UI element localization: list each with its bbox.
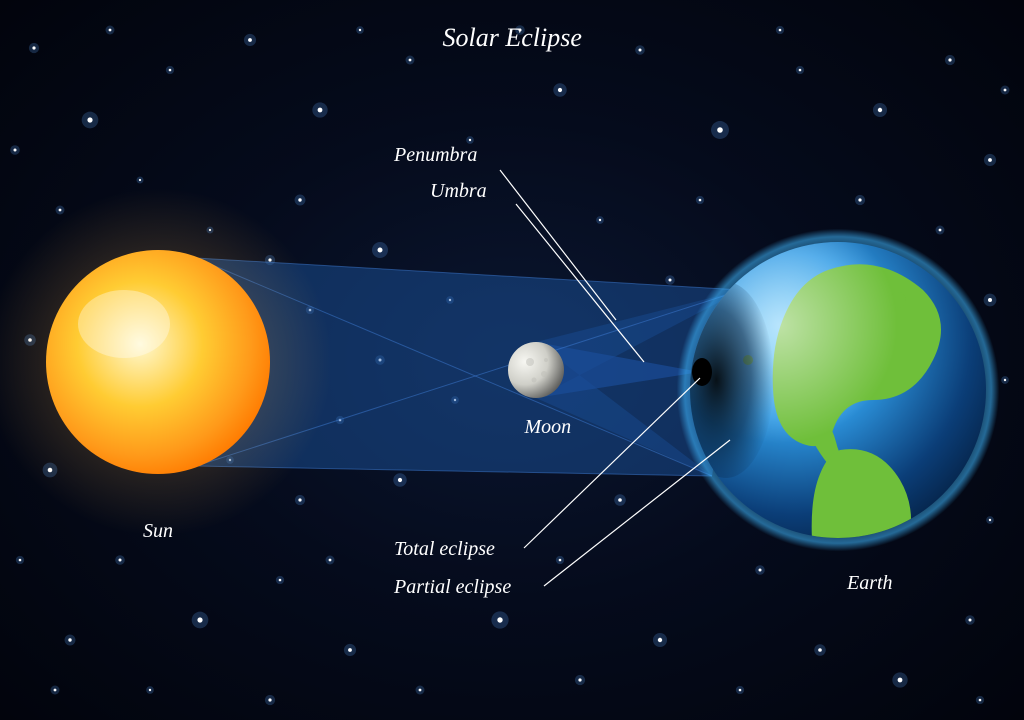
total-label: Total eclipse bbox=[394, 538, 495, 561]
sun-label: Sun bbox=[143, 520, 173, 543]
partial-label: Partial eclipse bbox=[394, 576, 511, 599]
diagram-title: Solar Eclipse bbox=[443, 23, 582, 53]
star-field bbox=[0, 0, 1024, 720]
moon-label: Moon bbox=[525, 416, 572, 439]
leader-lines bbox=[0, 0, 1024, 720]
penumbra-label: Penumbra bbox=[394, 144, 477, 167]
earth-label: Earth bbox=[847, 572, 893, 595]
umbra-label: Umbra bbox=[430, 180, 487, 203]
solar-eclipse-diagram: Solar Eclipse Sun Moon Earth Penumbra Umb… bbox=[0, 0, 1024, 720]
celestial-bodies bbox=[0, 0, 1024, 720]
shadow-cones bbox=[0, 0, 1024, 720]
